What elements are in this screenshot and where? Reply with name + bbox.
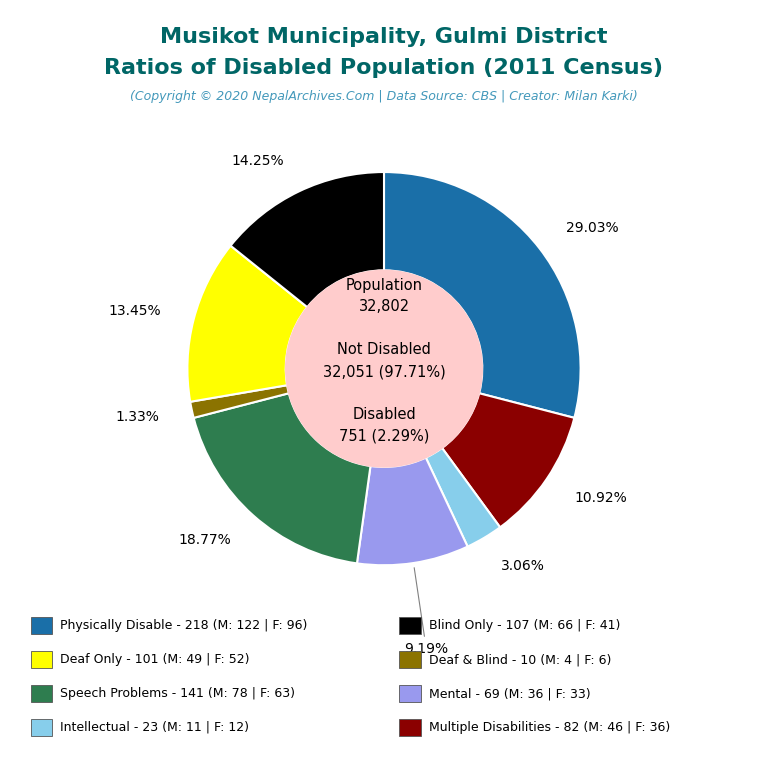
Wedge shape — [425, 448, 500, 547]
Text: Population
32,802

Not Disabled
32,051 (97.71%)

Disabled
751 (2.29%): Population 32,802 Not Disabled 32,051 (9… — [323, 278, 445, 444]
Text: Intellectual - 23 (M: 11 | F: 12): Intellectual - 23 (M: 11 | F: 12) — [60, 721, 249, 733]
Text: 1.33%: 1.33% — [115, 410, 159, 424]
Wedge shape — [357, 458, 468, 565]
Text: 14.25%: 14.25% — [232, 154, 284, 168]
Text: Speech Problems - 141 (M: 78 | F: 63): Speech Problems - 141 (M: 78 | F: 63) — [60, 687, 295, 700]
Text: 13.45%: 13.45% — [108, 304, 161, 318]
Wedge shape — [230, 172, 384, 307]
Text: 9.19%: 9.19% — [404, 568, 449, 656]
Wedge shape — [442, 393, 574, 528]
Wedge shape — [194, 393, 370, 564]
Text: Multiple Disabilities - 82 (M: 46 | F: 36): Multiple Disabilities - 82 (M: 46 | F: 3… — [429, 721, 670, 733]
Text: Ratios of Disabled Population (2011 Census): Ratios of Disabled Population (2011 Cens… — [104, 58, 664, 78]
Text: (Copyright © 2020 NepalArchives.Com | Data Source: CBS | Creator: Milan Karki): (Copyright © 2020 NepalArchives.Com | Da… — [130, 90, 638, 103]
Circle shape — [286, 270, 482, 467]
Text: 3.06%: 3.06% — [502, 559, 545, 574]
Wedge shape — [190, 386, 289, 418]
Text: Mental - 69 (M: 36 | F: 33): Mental - 69 (M: 36 | F: 33) — [429, 687, 590, 700]
Text: Deaf Only - 101 (M: 49 | F: 52): Deaf Only - 101 (M: 49 | F: 52) — [60, 654, 250, 666]
Text: Physically Disable - 218 (M: 122 | F: 96): Physically Disable - 218 (M: 122 | F: 96… — [60, 620, 307, 632]
Wedge shape — [384, 172, 581, 418]
Text: Blind Only - 107 (M: 66 | F: 41): Blind Only - 107 (M: 66 | F: 41) — [429, 620, 620, 632]
Text: 29.03%: 29.03% — [566, 221, 618, 235]
Text: Deaf & Blind - 10 (M: 4 | F: 6): Deaf & Blind - 10 (M: 4 | F: 6) — [429, 654, 611, 666]
Wedge shape — [187, 246, 307, 402]
Text: 18.77%: 18.77% — [178, 534, 231, 548]
Text: Musikot Municipality, Gulmi District: Musikot Municipality, Gulmi District — [161, 27, 607, 47]
Text: 10.92%: 10.92% — [574, 491, 627, 505]
